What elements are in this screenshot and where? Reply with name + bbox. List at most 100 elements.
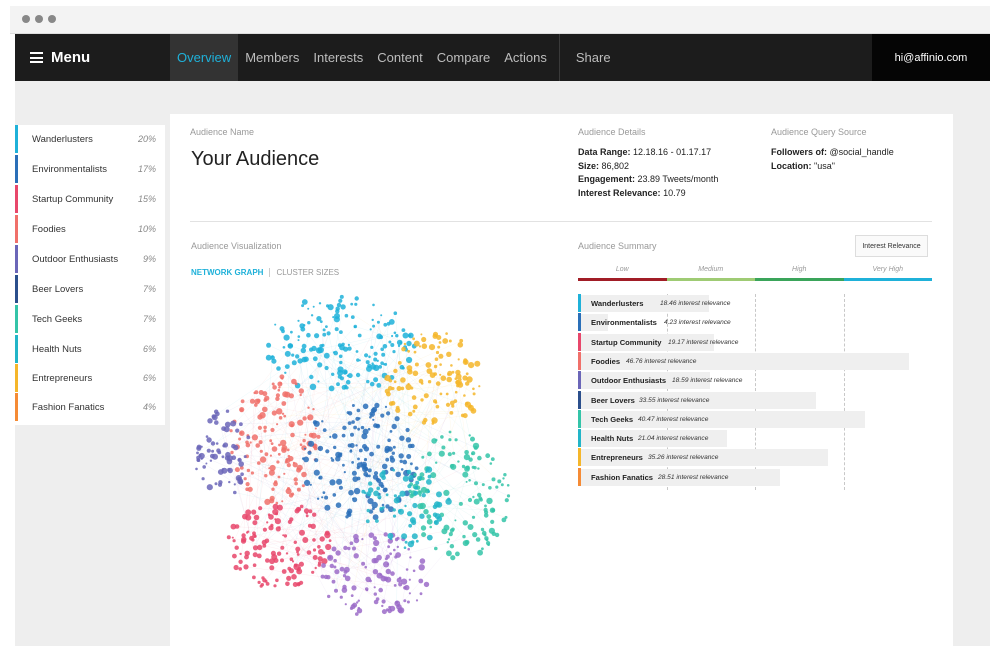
scale-label: Very High [872,266,903,273]
audience-details-label: Audience Details [578,127,646,137]
summary-row-name: Foodies [591,356,621,366]
sidebar-item[interactable]: Beer Lovers 7% [15,275,165,303]
sidebar-item-label: Beer Lovers [32,283,84,295]
menu-button[interactable]: Menu [15,34,170,81]
query-source: Followers of: @social_handle Location: "… [771,146,894,173]
location-key: Location: [771,160,812,171]
date-range-key: Data Range: [578,147,631,157]
sidebar-item-pct: 17% [137,164,156,174]
scale-segment [755,278,844,281]
summary-row-value: 4.23 interest relevance [664,319,731,327]
window-dot-icon[interactable] [35,15,43,23]
sidebar-item[interactable]: Tech Geeks 7% [15,305,165,333]
summary-row[interactable]: Environmentalists 4.23 interest relevance [578,313,932,332]
top-navbar: Menu Overview Members Interests Content … [15,34,990,81]
date-range-value: 12.18.16 - 01.17.17 [633,147,712,157]
summary-row-name: Environmentalists [591,318,657,328]
summary-row-name: Entrepreneurs [591,453,643,463]
summary-row-value: 46.76 interest relevance [626,357,697,365]
summary-row-value: 28.51 interest relevance [658,473,729,481]
interest-relevance-button[interactable]: Interest Relevance [855,235,928,257]
hamburger-icon [30,52,43,63]
sidebar-item-pct: 6% [142,344,156,354]
sidebar-item-label: Tech Geeks [32,313,83,325]
cluster-color-marker [578,313,581,332]
network-graph[interactable] [190,290,535,630]
sidebar-item[interactable]: Outdoor Enthusiasts 9% [15,245,165,273]
cluster-color-marker [578,390,581,409]
summary-row[interactable]: Foodies 46.76 interest relevance [578,351,932,371]
relevance-bar [578,352,910,370]
user-email[interactable]: hi@affinio.com [872,34,990,81]
relevance-bar [578,468,780,486]
sidebar-item-pct: 7% [142,284,156,294]
sidebar-item[interactable]: Entrepreneurs 6% [15,364,165,392]
sidebar-item-label: Health Nuts [32,343,82,355]
followers-key: Followers of: [771,147,827,157]
summary-row[interactable]: Fashion Fanatics 28.51 interest relevance [578,467,932,487]
scale-label: High [792,266,807,273]
sidebar-item-label: Startup Community [32,193,114,205]
tab-interests[interactable]: Interests [313,50,364,65]
sidebar-item[interactable]: Health Nuts 6% [15,335,165,363]
tab-cluster-sizes[interactable]: CLUSTER SIZES [276,268,340,277]
nav-divider [558,34,560,81]
cluster-color-marker [578,371,581,390]
scale-segment [578,278,667,281]
summary-row-value: 18.59 interest relevance [672,377,743,385]
tab-overview[interactable]: Overview [170,34,239,81]
summary-row[interactable]: Wanderlusters 18.46 interest relevance [578,294,932,313]
sidebar-item[interactable]: Environmentalists 17% [15,155,165,183]
tab-divider [269,268,271,277]
visualization-tabs: NETWORK GRAPH CLUSTER SIZES [191,268,339,277]
cluster-sidebar: Wanderlusters 20% Environmentalists 17% Star… [15,125,165,425]
summary-row[interactable]: Health Nuts 21.04 interest relevance [578,429,932,448]
sidebar-item[interactable]: Foodies 10% [15,215,165,243]
summary-row[interactable]: Beer Lovers 33.55 interest relevance [578,390,932,410]
cluster-color-marker [578,332,581,351]
summary-row[interactable]: Entrepreneurs 35.26 interest relevance [578,448,932,467]
tab-compare[interactable]: Compare [436,50,491,65]
section-divider [190,221,932,222]
relevance-bar [578,391,816,409]
cluster-color-marker [578,467,581,486]
summary-row[interactable]: Startup Community 19.17 interest relevanc… [578,332,932,352]
audience-name-label: Audience Name [190,127,255,137]
sidebar-item[interactable]: Fashion Fanatics 4% [15,393,165,421]
tab-members[interactable]: Members [245,50,300,65]
relevance-bar [578,430,727,448]
audience-details: Data Range: 12.18.16 - 01.17.17 Size: 86… [578,146,718,200]
location-value: "usa" [814,160,835,171]
summary-row[interactable]: Tech Geeks 40.47 interest relevance [578,409,932,429]
scale-label: Medium [698,266,724,273]
sidebar-item-label: Foodies [32,223,66,235]
sidebar-item-pct: 4% [142,402,156,412]
sidebar-item[interactable]: Startup Community 15% [15,185,165,213]
summary-row-value: 33.55 interest relevance [639,396,710,404]
window-dot-icon[interactable] [22,15,30,23]
cluster-color-marker [578,351,581,370]
query-source-label: Audience Query Source [771,127,867,137]
window-controls [22,15,56,23]
tab-actions[interactable]: Actions [504,50,547,65]
sidebar-item-pct: 9% [142,254,156,264]
summary-row-name: Beer Lovers [591,395,635,405]
summary-row-name: Outdoor Enthusiasts [591,376,667,386]
tab-content[interactable]: Content [377,50,423,65]
followers-value: @social_handle [829,147,894,157]
scale-gridline [843,294,845,490]
window-titlebar [10,6,990,34]
sidebar-item[interactable]: Wanderlusters 20% [15,125,165,153]
menu-label: Menu [51,49,91,66]
summary-row[interactable]: Outdoor Enthusiasts 18.59 interest releva… [578,371,932,390]
relevance-key: Interest Relevance: [578,187,661,198]
tab-network-graph[interactable]: NETWORK GRAPH [191,268,264,277]
sidebar-item-pct: 20% [137,134,156,144]
window-dot-icon[interactable] [48,15,56,23]
share-button[interactable]: Share [575,50,611,65]
cluster-color-marker [578,429,581,448]
graph-nodes [195,294,511,616]
summary-row-value: 21.04 interest relevance [638,435,709,443]
summary-row-name: Startup Community [591,337,662,347]
relevance-value: 10.79 [663,187,686,198]
